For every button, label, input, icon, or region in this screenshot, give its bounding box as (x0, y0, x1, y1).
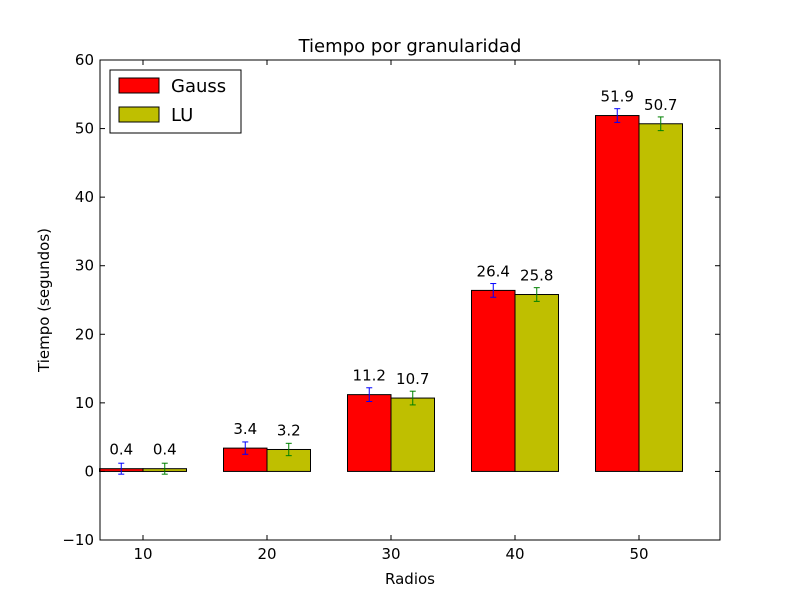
data-label-gauss-10: 0.4 (109, 441, 133, 459)
data-label-lu-50: 50.7 (644, 96, 677, 114)
error-bar-gauss-10 (118, 462, 125, 475)
y-tick-label: 20 (75, 325, 94, 343)
legend-swatch-lu (118, 106, 160, 123)
bar-lu-30 (390, 397, 435, 472)
error-bar-lu-40 (533, 287, 540, 302)
x-tick-label: 30 (381, 545, 400, 563)
y-tick-label: −10 (62, 531, 94, 549)
y-tick-label: 50 (75, 120, 94, 138)
legend-label-gauss: Gauss (171, 76, 226, 97)
error-bar-lu-50 (657, 116, 664, 132)
x-axis-label: Radios (385, 570, 435, 588)
x-tick-label: 50 (629, 545, 648, 563)
bar-lu-40 (514, 294, 559, 472)
data-label-lu-40: 25.8 (520, 267, 553, 285)
error-bar-gauss-50 (614, 108, 621, 123)
data-label-lu-10: 0.4 (153, 441, 177, 459)
y-tick-label: 30 (75, 257, 94, 275)
data-label-gauss-30: 11.2 (353, 367, 386, 385)
x-tick-label: 20 (257, 545, 276, 563)
bar-gauss-40 (471, 289, 516, 472)
data-label-gauss-50: 51.9 (601, 88, 634, 106)
data-label-lu-20: 3.2 (277, 421, 301, 439)
error-bar-lu-10 (161, 462, 168, 475)
bar-lu-50 (638, 123, 683, 472)
data-label-gauss-40: 26.4 (477, 262, 510, 280)
y-tick-label: 60 (75, 51, 94, 69)
legend: Gauss LU (109, 69, 242, 134)
bar-gauss-30 (347, 394, 392, 472)
axes-frame (99, 59, 721, 541)
error-bar-gauss-30 (366, 387, 373, 402)
x-tick-label: 10 (133, 545, 152, 563)
plot-area: 0.4 0.4 3.4 3.2 11.2 10.7 26.4 25.8 51.9 50.7 −10 0… (62, 51, 721, 563)
legend-label-lu: LU (171, 105, 193, 126)
bar-gauss-50 (595, 115, 640, 472)
data-label-lu-30: 10.7 (396, 370, 429, 388)
y-tick-label: 10 (75, 394, 94, 412)
y-axis-label: Tiempo (segundos) (35, 228, 53, 373)
error-bar-gauss-40 (490, 283, 497, 298)
error-bar-gauss-20 (242, 441, 249, 455)
x-tick-label: 40 (505, 545, 524, 563)
chart-title: Tiempo por granularidad (298, 36, 522, 57)
data-label-gauss-20: 3.4 (233, 420, 257, 438)
y-tick-label: 0 (84, 462, 94, 480)
error-bar-lu-20 (285, 442, 292, 457)
y-tick-label: 40 (75, 188, 94, 206)
error-bar-lu-30 (409, 390, 416, 406)
legend-swatch-gauss (118, 77, 160, 94)
